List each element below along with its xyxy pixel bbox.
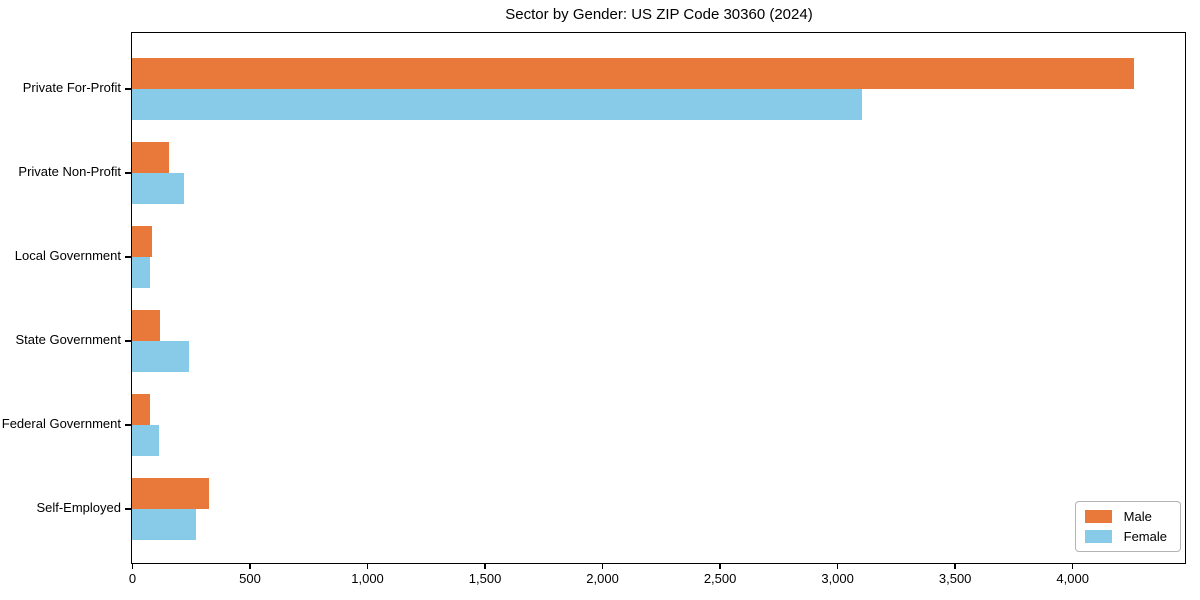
x-axis-label: 2,500	[703, 571, 737, 586]
legend-label-male: Male	[1123, 509, 1152, 524]
y-axis-label: Self-Employed	[36, 500, 121, 515]
legend-item-male: Male	[1084, 509, 1167, 524]
bar-male-6	[132, 478, 209, 509]
x-axis-label: 1,000	[351, 571, 384, 586]
bar-female-5	[132, 425, 160, 456]
y-tick-mark	[125, 340, 131, 342]
bar-male-1	[132, 58, 1134, 89]
x-axis-label: 3,500	[938, 571, 972, 586]
bar-male-4	[132, 310, 160, 341]
legend-item-female: Female	[1084, 529, 1167, 544]
bar-female-4	[132, 341, 189, 372]
chart-title: Sector by Gender: US ZIP Code 30360 (202…	[505, 6, 813, 23]
x-axis-label: 1,500	[468, 571, 502, 586]
x-axis-label: 500	[239, 571, 261, 586]
y-tick-mark	[125, 172, 131, 174]
x-tick-mark	[601, 563, 604, 569]
y-axis-label: State Government	[15, 332, 122, 347]
y-axis-label: Private For-Profit	[22, 80, 121, 95]
bar-female-2	[132, 173, 184, 204]
plot-area	[131, 32, 1186, 564]
bar-male-5	[132, 394, 150, 425]
y-tick-mark	[125, 256, 131, 258]
y-tick-mark	[125, 424, 131, 426]
x-tick-mark	[249, 563, 251, 569]
x-tick-mark	[131, 563, 134, 569]
bar-female-3	[132, 257, 150, 288]
y-axis-label: Local Government	[14, 248, 121, 263]
y-axis-label: Private Non-Profit	[18, 164, 121, 179]
y-tick-mark	[125, 88, 131, 90]
legend-label-female: Female	[1123, 529, 1167, 544]
legend-swatch-male	[1084, 510, 1112, 523]
bar-male-3	[132, 226, 152, 257]
legend-swatch-female	[1084, 530, 1112, 543]
x-axis-label: 4,000	[1056, 571, 1089, 586]
bar-male-2	[132, 142, 169, 173]
x-tick-mark	[719, 563, 721, 569]
x-tick-mark	[1071, 563, 1074, 569]
x-axis-label: 2,000	[586, 571, 619, 586]
bar-female-6	[132, 509, 196, 540]
x-axis-label: 3,000	[821, 571, 854, 586]
x-tick-mark	[484, 563, 486, 569]
bar-female-1	[132, 89, 862, 120]
x-tick-mark	[954, 563, 956, 569]
y-axis-label: Federal Government	[1, 416, 121, 431]
y-tick-mark	[125, 508, 131, 510]
x-tick-mark	[366, 563, 369, 569]
legend: Male Female	[1074, 501, 1181, 552]
x-tick-mark	[836, 563, 839, 569]
x-axis-label: 0	[128, 571, 137, 586]
